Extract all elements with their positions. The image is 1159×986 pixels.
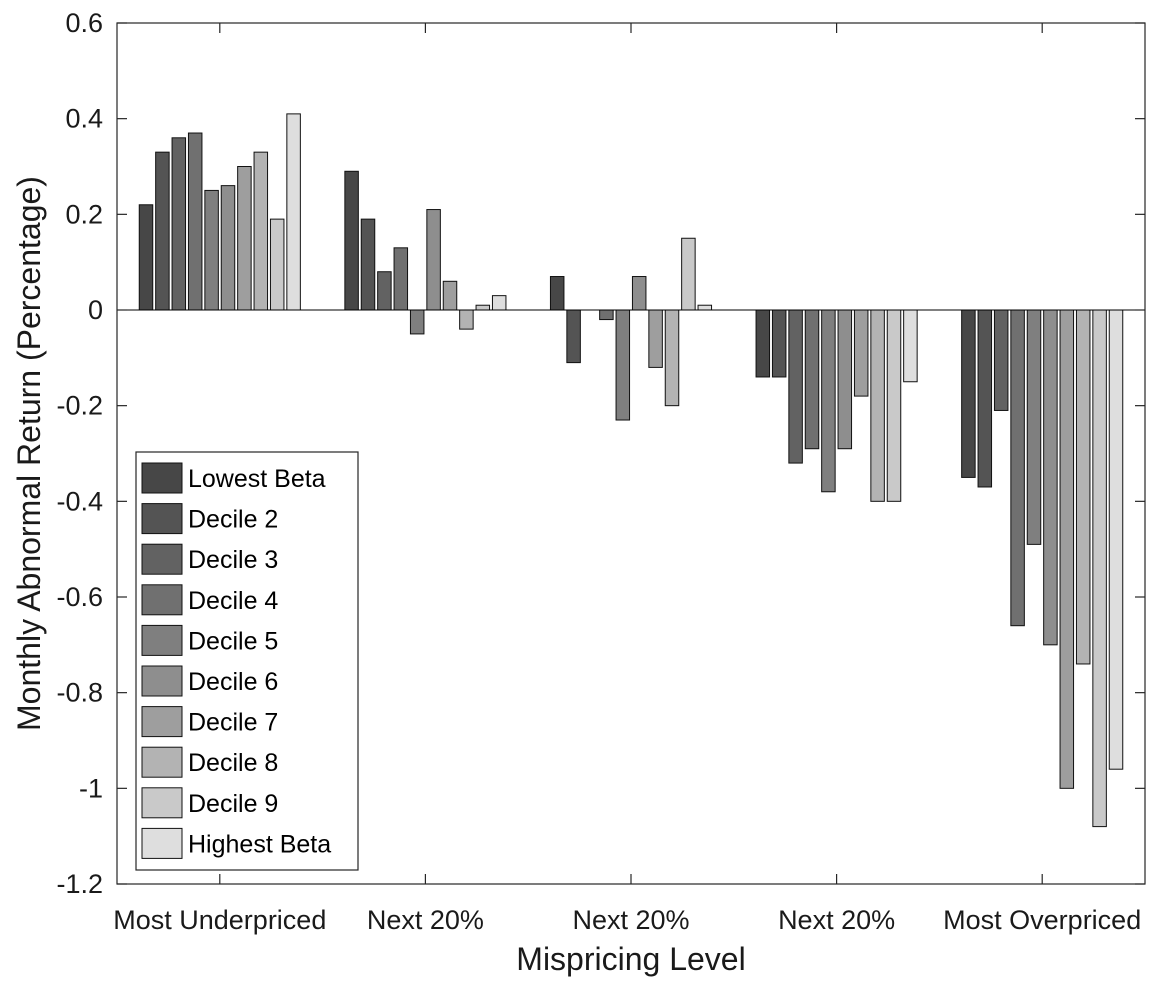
bar-4-3 xyxy=(1010,309,1025,627)
legend-swatch xyxy=(141,543,183,575)
y-tick-label: -0.6 xyxy=(56,582,103,612)
legend-label: Decile 7 xyxy=(188,709,278,737)
bar-2-5 xyxy=(631,276,647,311)
x-tick-label: Next 20% xyxy=(572,905,689,935)
bar-0-7 xyxy=(253,151,269,311)
bar-0-5 xyxy=(220,185,236,311)
legend-swatch xyxy=(141,787,183,819)
bar-0-2 xyxy=(171,137,187,311)
x-tick-label: Next 20% xyxy=(778,905,895,935)
legend-swatch xyxy=(141,827,183,859)
legend-swatch xyxy=(141,503,183,535)
bar-1-6 xyxy=(442,280,458,311)
bar-4-9 xyxy=(1108,309,1124,770)
bar-2-0 xyxy=(549,276,565,311)
bar-1-4 xyxy=(409,309,425,335)
y-tick-label: 0.6 xyxy=(65,8,103,38)
bar-2-4 xyxy=(615,309,631,421)
bar-4-0 xyxy=(961,309,976,478)
legend: Lowest Beta Decile 2 Decile 3 Decile 4 Decil… xyxy=(135,451,359,871)
bar-1-1 xyxy=(360,218,376,311)
legend-label: Decile 4 xyxy=(188,587,278,615)
bar-2-9 xyxy=(697,304,713,311)
legend-label: Lowest Beta xyxy=(188,465,326,493)
bar-3-1 xyxy=(771,309,787,378)
bar-3-5 xyxy=(837,309,853,450)
legend-swatch xyxy=(141,665,183,697)
bar-3-0 xyxy=(755,309,771,378)
legend-swatch xyxy=(141,584,183,616)
legend-swatch xyxy=(141,624,183,656)
bar-2-8 xyxy=(681,237,696,311)
legend-label: Decile 6 xyxy=(188,668,278,696)
x-tick-label: Most Underpriced xyxy=(113,905,326,935)
bar-3-3 xyxy=(804,309,820,450)
bar-0-0 xyxy=(138,204,154,311)
bar-4-1 xyxy=(977,309,993,488)
y-tick-label: 0.2 xyxy=(65,199,103,229)
bar-0-6 xyxy=(237,166,252,311)
y-axis-title: Monthly Abnormal Return (Percentage) xyxy=(11,176,47,731)
x-axis-title: Mispricing Level xyxy=(516,941,745,977)
legend-label: Decile 8 xyxy=(188,749,278,777)
legend-swatch xyxy=(141,746,183,778)
legend-swatch xyxy=(141,706,183,738)
legend-label: Decile 3 xyxy=(188,546,278,574)
bar-2-1 xyxy=(566,309,581,364)
x-tick-label: Most Overpriced xyxy=(943,905,1141,935)
bars-layer xyxy=(138,113,1124,828)
y-tick-label: -1.2 xyxy=(56,869,103,899)
y-tick-label: -0.8 xyxy=(56,678,103,708)
bar-1-3 xyxy=(393,247,409,311)
bar-4-2 xyxy=(993,309,1009,411)
bar-1-0 xyxy=(344,170,359,311)
axes-layer: 0.6 0.4 0.2 0 -0.2 -0.4 -0.6 -0.8 -1 -1.2 Most Und… xyxy=(56,8,1146,935)
bar-2-7 xyxy=(664,309,680,407)
bar-3-2 xyxy=(788,309,803,464)
bar-4-6 xyxy=(1059,309,1075,789)
bar-0-8 xyxy=(269,218,285,311)
y-tick-label: -1 xyxy=(79,773,103,803)
bar-0-1 xyxy=(155,151,170,311)
bar-1-9 xyxy=(491,295,507,311)
y-tick-label: 0 xyxy=(88,295,103,325)
bar-3-4 xyxy=(821,309,836,493)
legend-label: Decile 9 xyxy=(188,790,278,818)
bar-0-9 xyxy=(286,113,301,311)
bar-3-9 xyxy=(903,309,918,383)
x-tick-label: Next 20% xyxy=(367,905,484,935)
bar-3-7 xyxy=(870,309,885,502)
bar-3-6 xyxy=(853,309,869,397)
bar-2-3 xyxy=(599,309,614,321)
legend-label: Decile 2 xyxy=(188,506,278,534)
bar-4-8 xyxy=(1092,309,1107,828)
y-tick-label: 0.4 xyxy=(65,104,103,134)
bar-3-8 xyxy=(886,309,902,502)
bar-0-4 xyxy=(204,189,219,311)
bar-1-5 xyxy=(426,209,441,311)
legend-swatch xyxy=(141,462,183,494)
y-tick-label: -0.2 xyxy=(56,391,103,421)
bar-1-8 xyxy=(475,304,491,311)
y-tick-label: -0.4 xyxy=(56,486,103,516)
bar-1-7 xyxy=(459,309,474,330)
bar-1-2 xyxy=(377,271,392,311)
bar-4-5 xyxy=(1043,309,1058,646)
bar-4-4 xyxy=(1026,309,1042,545)
bar-0-3 xyxy=(187,132,203,311)
bar-4-7 xyxy=(1075,309,1091,665)
legend-label: Decile 5 xyxy=(188,627,278,655)
bar-2-6 xyxy=(648,309,663,368)
legend-label: Highest Beta xyxy=(188,830,331,858)
